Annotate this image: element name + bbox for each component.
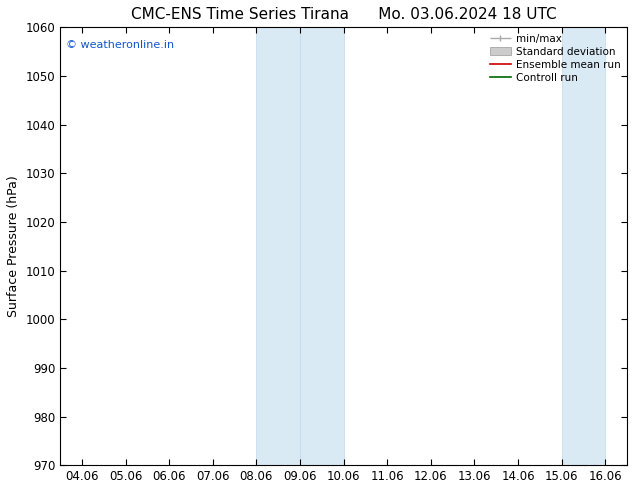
Bar (300, 27, 344, 465)
Title: CMC-ENS Time Series Tirana      Mo. 03.06.2024 18 UTC: CMC-ENS Time Series Tirana Mo. 03.06.202… (131, 7, 557, 22)
Bar (562, 27, 605, 465)
Legend: min/max, Standard deviation, Ensemble mean run, Controll run: min/max, Standard deviation, Ensemble me… (487, 30, 624, 86)
Bar (256, 27, 300, 465)
Text: © weatheronline.in: © weatheronline.in (66, 40, 174, 50)
Y-axis label: Surface Pressure (hPa): Surface Pressure (hPa) (7, 175, 20, 317)
